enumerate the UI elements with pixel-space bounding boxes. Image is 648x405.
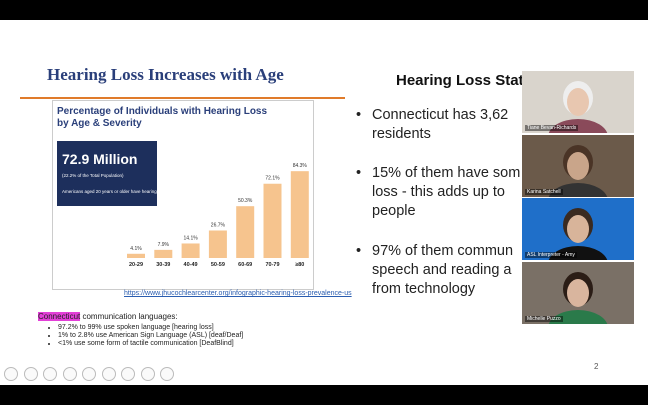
bar [181, 243, 200, 258]
language-item: 97.2% to 99% use spoken language [hearin… [58, 324, 243, 331]
category-label: 20-29 [129, 262, 143, 268]
infographic: Percentage of Individuals with Hearing L… [52, 100, 314, 290]
languages: Connecticut communication languages: 97.… [38, 312, 243, 348]
title-rule [20, 97, 345, 99]
headline: 72.9 Million [62, 151, 137, 167]
toolbar-button[interactable] [43, 367, 57, 381]
participant-name: Tiane Bevan-Richards [525, 125, 579, 131]
value-label: 50.3% [238, 198, 253, 204]
body [548, 246, 608, 261]
value-label: 84.3% [293, 163, 308, 169]
participant-name: ASL Interpreter - Amy [525, 252, 577, 259]
participant-video [548, 144, 608, 197]
body [548, 119, 608, 133]
bullet-line: people [372, 203, 416, 219]
category-label: 50-59 [211, 262, 225, 268]
bar [290, 171, 309, 258]
video-tile: Michelle Puzzo [522, 262, 634, 325]
video-tile: ASL Interpreter - Amy [522, 198, 634, 261]
bullet-line: residents [372, 126, 431, 142]
toolbar-button[interactable] [101, 367, 116, 381]
bullet-line: speech and reading a [372, 262, 512, 278]
toolbar-button[interactable] [62, 367, 77, 381]
category-label: ≥80 [295, 262, 304, 268]
category-label: 70-79 [265, 262, 279, 268]
headline-box [57, 141, 157, 206]
value-label: 72.1% [265, 176, 280, 182]
highlight: Connecticut [38, 312, 81, 321]
bar [127, 253, 145, 258]
value-label: 7.9% [158, 242, 170, 248]
toolbar-button[interactable] [23, 367, 38, 381]
participant-name: Michelle Puzzo [525, 316, 563, 323]
value-label: 4.1% [130, 246, 142, 252]
bullet-line: 15% of them have som [356, 164, 520, 183]
participant-name: Karina Satchell [525, 188, 563, 195]
source-link[interactable]: https://www.jhucochlearcenter.org/infogr… [124, 290, 352, 297]
infographic-title: Percentage of Individuals with Hearing L… [57, 106, 267, 129]
bar [263, 183, 282, 258]
value-label: 14.1% [184, 235, 199, 241]
participant-video [548, 208, 608, 261]
bullet-line: loss - this adds up to [372, 184, 505, 200]
value-label: 26.7% [211, 222, 226, 228]
face [567, 151, 589, 180]
face [567, 215, 589, 244]
toolbar-button[interactable] [121, 367, 135, 381]
language-item: <1% use some form of tactile communicati… [58, 340, 243, 347]
face [567, 88, 589, 116]
slide-title: Hearing Loss Increases with Age [47, 65, 284, 84]
bar [236, 206, 255, 258]
category-label: 60-69 [238, 262, 252, 268]
category-label: 40-49 [184, 262, 198, 268]
video-tile: Tiane Bevan-Richards [522, 71, 634, 133]
video-tile: Karina Satchell [522, 134, 634, 197]
bullet-line: Connecticut has 3,62 [356, 106, 508, 125]
body [548, 310, 608, 325]
toolbar-button[interactable] [160, 367, 174, 381]
headline-note: Americans aged 20 years or older have he… [62, 189, 167, 194]
infographic-chart: Percentage of Individuals with Hearing L… [57, 106, 309, 268]
category-label: 30-39 [156, 262, 170, 268]
body [548, 182, 608, 197]
bullet-line: from technology [372, 281, 476, 297]
languages-heading: communication languages: [82, 312, 178, 321]
page-number: 2 [594, 362, 599, 371]
languages-list: 97.2% to 99% use spoken language [hearin… [46, 324, 243, 347]
bullet-line: 97% of them commun [356, 242, 513, 261]
toolbar-button[interactable] [82, 367, 96, 381]
toolbar-button[interactable] [140, 367, 155, 381]
face [567, 279, 589, 308]
bar [208, 230, 227, 258]
participant-video [548, 272, 608, 325]
bar [154, 249, 173, 258]
language-item: 1% to 2.8% use American Sign Language (A… [58, 332, 243, 339]
subheadline: (22.2% of the Total Population) [62, 173, 124, 178]
participant-video [548, 81, 608, 133]
right-title: Hearing Loss Stat [396, 72, 524, 89]
toolbar-button[interactable] [4, 367, 18, 381]
